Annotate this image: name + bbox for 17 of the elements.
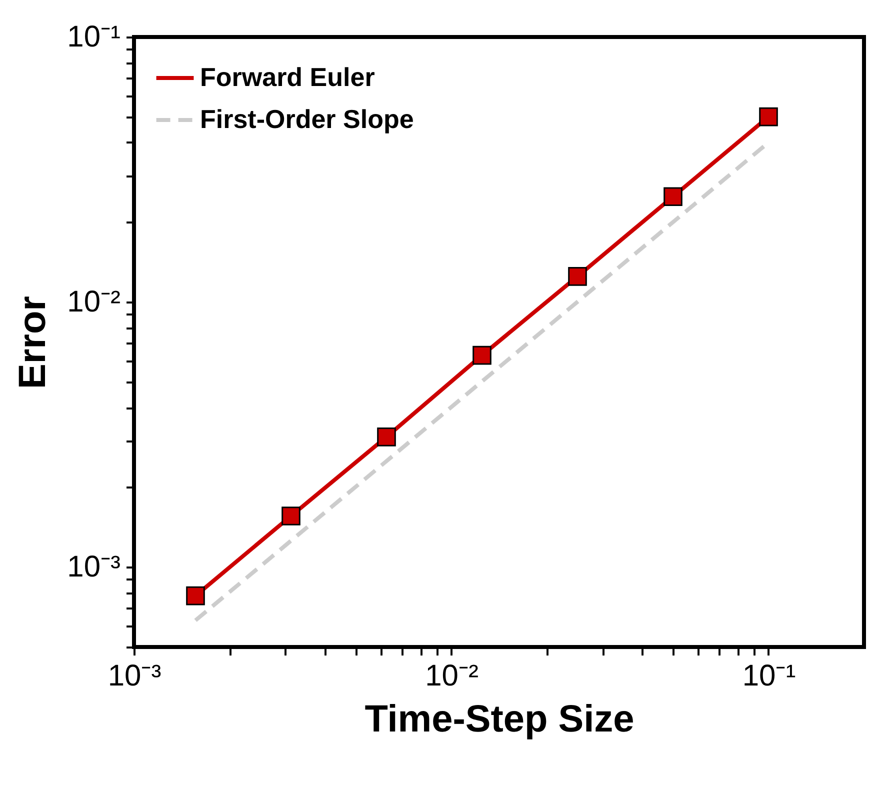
point <box>186 586 205 606</box>
legend-label: Forward Euler <box>200 62 375 92</box>
x-tick-label: 10⁻¹ <box>742 660 796 692</box>
x-tick-label: 10⁻² <box>425 660 478 692</box>
point <box>759 107 778 126</box>
y-tick-label: 10⁻³ <box>67 550 121 584</box>
point <box>282 506 300 526</box>
point <box>568 267 587 286</box>
x-tick-label: 10⁻³ <box>108 660 162 692</box>
point <box>377 428 396 446</box>
point <box>472 346 492 365</box>
point <box>664 187 682 206</box>
x-axis-title: Time-Step Size <box>364 698 634 740</box>
y-axis-title: Error <box>12 296 54 389</box>
y-tick-label: 10⁻¹ <box>67 20 121 54</box>
y-tick-label: 10⁻² <box>67 286 121 319</box>
legend-label: First-Order Slope <box>200 104 414 134</box>
